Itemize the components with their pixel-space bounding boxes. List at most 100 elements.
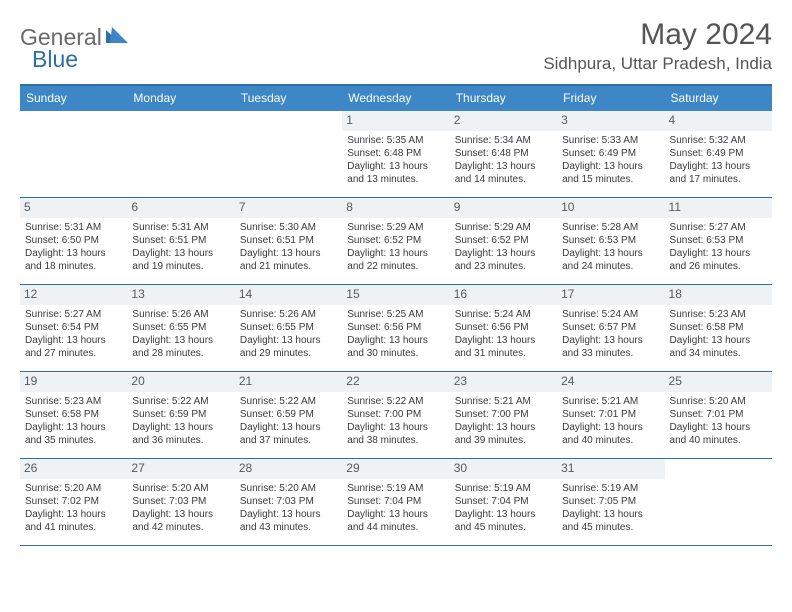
- sunset-line: Sunset: 6:49 PM: [562, 147, 659, 160]
- sunrise-line: Sunrise: 5:28 AM: [562, 221, 659, 234]
- day-number: 4: [665, 111, 772, 131]
- sunrise-line: Sunrise: 5:32 AM: [670, 134, 767, 147]
- day-info: Sunrise: 5:19 AMSunset: 7:04 PMDaylight:…: [455, 482, 552, 534]
- sunset-line: Sunset: 6:55 PM: [132, 321, 229, 334]
- day-info: Sunrise: 5:22 AMSunset: 7:00 PMDaylight:…: [347, 395, 444, 447]
- sunrise-line: Sunrise: 5:23 AM: [670, 308, 767, 321]
- daylight-line: Daylight: 13 hours and 19 minutes.: [132, 247, 229, 273]
- day-info: Sunrise: 5:27 AMSunset: 6:54 PMDaylight:…: [25, 308, 122, 360]
- daylight-line: Daylight: 13 hours and 40 minutes.: [670, 421, 767, 447]
- daylight-line: Daylight: 13 hours and 39 minutes.: [455, 421, 552, 447]
- day-info: Sunrise: 5:27 AMSunset: 6:53 PMDaylight:…: [670, 221, 767, 273]
- sunset-line: Sunset: 7:05 PM: [562, 495, 659, 508]
- daylight-line: Daylight: 13 hours and 18 minutes.: [25, 247, 122, 273]
- day-info: Sunrise: 5:20 AMSunset: 7:03 PMDaylight:…: [240, 482, 337, 534]
- calendar-cell: 13Sunrise: 5:26 AMSunset: 6:55 PMDayligh…: [127, 285, 234, 371]
- sunrise-line: Sunrise: 5:33 AM: [562, 134, 659, 147]
- calendar-cell: 27Sunrise: 5:20 AMSunset: 7:03 PMDayligh…: [127, 459, 234, 545]
- sunset-line: Sunset: 7:03 PM: [132, 495, 229, 508]
- sunrise-line: Sunrise: 5:35 AM: [347, 134, 444, 147]
- sunrise-line: Sunrise: 5:30 AM: [240, 221, 337, 234]
- day-number: 3: [557, 111, 664, 131]
- daylight-line: Daylight: 13 hours and 14 minutes.: [455, 160, 552, 186]
- weekday-header: Wednesday: [342, 86, 449, 111]
- sunrise-line: Sunrise: 5:19 AM: [562, 482, 659, 495]
- sunset-line: Sunset: 6:59 PM: [132, 408, 229, 421]
- sunset-line: Sunset: 6:52 PM: [455, 234, 552, 247]
- sunrise-line: Sunrise: 5:26 AM: [132, 308, 229, 321]
- day-number: 6: [127, 198, 234, 218]
- day-info: Sunrise: 5:34 AMSunset: 6:48 PMDaylight:…: [455, 134, 552, 186]
- day-number: 19: [20, 372, 127, 392]
- weekday-header: Sunday: [20, 86, 127, 111]
- sunset-line: Sunset: 6:58 PM: [670, 321, 767, 334]
- calendar-cell: 19Sunrise: 5:23 AMSunset: 6:58 PMDayligh…: [20, 372, 127, 458]
- header: General May 2024 Sidhpura, Uttar Pradesh…: [0, 0, 792, 78]
- day-info: Sunrise: 5:31 AMSunset: 6:50 PMDaylight:…: [25, 221, 122, 273]
- sunset-line: Sunset: 6:48 PM: [347, 147, 444, 160]
- day-info: Sunrise: 5:25 AMSunset: 6:56 PMDaylight:…: [347, 308, 444, 360]
- calendar-cell: 24Sunrise: 5:21 AMSunset: 7:01 PMDayligh…: [557, 372, 664, 458]
- daylight-line: Daylight: 13 hours and 15 minutes.: [562, 160, 659, 186]
- day-info: Sunrise: 5:26 AMSunset: 6:55 PMDaylight:…: [132, 308, 229, 360]
- day-info: Sunrise: 5:28 AMSunset: 6:53 PMDaylight:…: [562, 221, 659, 273]
- calendar-week-row: 26Sunrise: 5:20 AMSunset: 7:02 PMDayligh…: [20, 459, 772, 546]
- day-info: Sunrise: 5:29 AMSunset: 6:52 PMDaylight:…: [347, 221, 444, 273]
- calendar-cell: 5Sunrise: 5:31 AMSunset: 6:50 PMDaylight…: [20, 198, 127, 284]
- weekday-header: Thursday: [450, 86, 557, 111]
- daylight-line: Daylight: 13 hours and 13 minutes.: [347, 160, 444, 186]
- sunrise-line: Sunrise: 5:27 AM: [670, 221, 767, 234]
- day-info: Sunrise: 5:29 AMSunset: 6:52 PMDaylight:…: [455, 221, 552, 273]
- sunrise-line: Sunrise: 5:20 AM: [670, 395, 767, 408]
- calendar-cell: 22Sunrise: 5:22 AMSunset: 7:00 PMDayligh…: [342, 372, 449, 458]
- sunrise-line: Sunrise: 5:29 AM: [347, 221, 444, 234]
- calendar-cell: 21Sunrise: 5:22 AMSunset: 6:59 PMDayligh…: [235, 372, 342, 458]
- sunrise-line: Sunrise: 5:20 AM: [132, 482, 229, 495]
- daylight-line: Daylight: 13 hours and 43 minutes.: [240, 508, 337, 534]
- day-info: Sunrise: 5:33 AMSunset: 6:49 PMDaylight:…: [562, 134, 659, 186]
- calendar-cell: 12Sunrise: 5:27 AMSunset: 6:54 PMDayligh…: [20, 285, 127, 371]
- sunset-line: Sunset: 7:02 PM: [25, 495, 122, 508]
- sunrise-line: Sunrise: 5:20 AM: [240, 482, 337, 495]
- calendar-cell-empty: [20, 111, 127, 197]
- day-number: 10: [557, 198, 664, 218]
- sunset-line: Sunset: 7:03 PM: [240, 495, 337, 508]
- daylight-line: Daylight: 13 hours and 31 minutes.: [455, 334, 552, 360]
- day-number: 31: [557, 459, 664, 479]
- sunrise-line: Sunrise: 5:21 AM: [562, 395, 659, 408]
- day-info: Sunrise: 5:19 AMSunset: 7:05 PMDaylight:…: [562, 482, 659, 534]
- day-number: 9: [450, 198, 557, 218]
- day-number: 29: [342, 459, 449, 479]
- calendar-cell: 1Sunrise: 5:35 AMSunset: 6:48 PMDaylight…: [342, 111, 449, 197]
- sunset-line: Sunset: 7:01 PM: [670, 408, 767, 421]
- sunrise-line: Sunrise: 5:22 AM: [240, 395, 337, 408]
- sunset-line: Sunset: 6:57 PM: [562, 321, 659, 334]
- sunset-line: Sunset: 6:51 PM: [132, 234, 229, 247]
- sunrise-line: Sunrise: 5:19 AM: [455, 482, 552, 495]
- calendar-cell: 11Sunrise: 5:27 AMSunset: 6:53 PMDayligh…: [665, 198, 772, 284]
- logo-triangle-icon: [106, 27, 128, 48]
- day-info: Sunrise: 5:35 AMSunset: 6:48 PMDaylight:…: [347, 134, 444, 186]
- sunrise-line: Sunrise: 5:31 AM: [25, 221, 122, 234]
- calendar-cell: 10 Sunrise: 5:28 AMSunset: 6:53 PMDayligh…: [557, 198, 664, 284]
- sunrise-line: Sunrise: 5:24 AM: [455, 308, 552, 321]
- daylight-line: Daylight: 13 hours and 35 minutes.: [25, 421, 122, 447]
- day-number: 28: [235, 459, 342, 479]
- day-number: 16: [450, 285, 557, 305]
- sunset-line: Sunset: 7:04 PM: [347, 495, 444, 508]
- calendar-week-row: 19Sunrise: 5:23 AMSunset: 6:58 PMDayligh…: [20, 372, 772, 459]
- day-info: Sunrise: 5:22 AMSunset: 6:59 PMDaylight:…: [240, 395, 337, 447]
- title-block: May 2024 Sidhpura, Uttar Pradesh, India: [543, 18, 772, 74]
- sunset-line: Sunset: 6:51 PM: [240, 234, 337, 247]
- calendar-cell: 26Sunrise: 5:20 AMSunset: 7:02 PMDayligh…: [20, 459, 127, 545]
- daylight-line: Daylight: 13 hours and 21 minutes.: [240, 247, 337, 273]
- daylight-line: Daylight: 13 hours and 23 minutes.: [455, 247, 552, 273]
- sunset-line: Sunset: 6:54 PM: [25, 321, 122, 334]
- calendar-cell: 8 Sunrise: 5:29 AMSunset: 6:52 PMDaylight…: [342, 198, 449, 284]
- day-info: Sunrise: 5:20 AMSunset: 7:03 PMDaylight:…: [132, 482, 229, 534]
- day-number: 15: [342, 285, 449, 305]
- day-number: 8: [342, 198, 449, 218]
- calendar-cell: 30Sunrise: 5:19 AMSunset: 7:04 PMDayligh…: [450, 459, 557, 545]
- sunset-line: Sunset: 6:56 PM: [455, 321, 552, 334]
- weekday-header-row: SundayMondayTuesdayWednesdayThursdayFrid…: [20, 86, 772, 111]
